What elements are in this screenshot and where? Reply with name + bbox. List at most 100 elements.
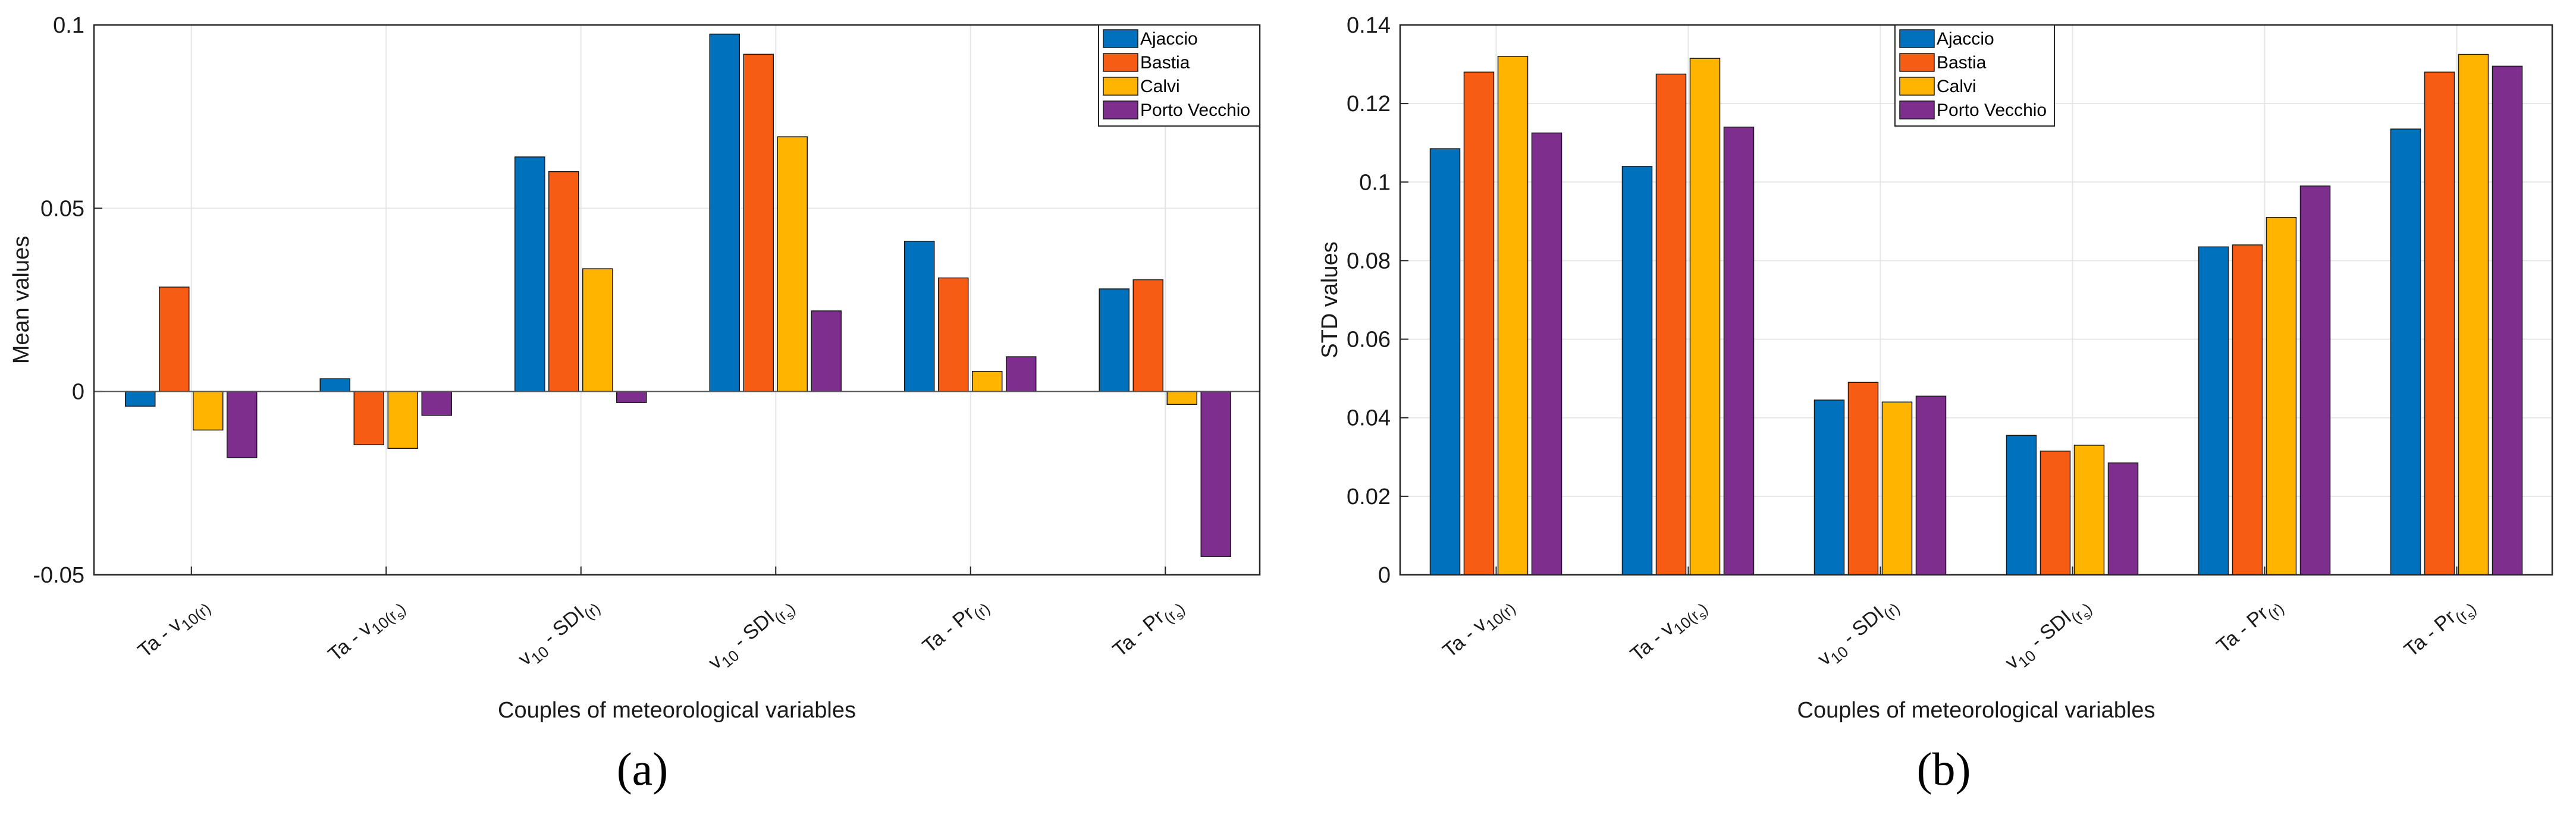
legend-swatch	[1103, 53, 1138, 72]
bar-calvi	[777, 136, 808, 392]
category-label-part: Ta - Pr	[1109, 606, 1169, 661]
bar-ajaccio	[709, 33, 740, 392]
x-category-label: Ta - Pr(r)	[2213, 592, 2288, 661]
bar-ajaccio	[125, 391, 156, 407]
x-axis-label: Couples of meteorological variables	[1797, 698, 2155, 723]
bar-bastia	[1655, 73, 1687, 575]
x-axis-label: Couples of meteorological variables	[498, 698, 856, 723]
legend-entry: Ajaccio	[1140, 29, 1198, 49]
y-axis-label: Mean values	[9, 236, 34, 364]
bar-porto-vecchio	[1915, 395, 1947, 575]
y-tick-label: -0.05	[33, 563, 84, 588]
bar-porto-vecchio	[1723, 127, 1755, 575]
bar-bastia	[2232, 244, 2263, 575]
bar-porto-vecchio	[2299, 185, 2331, 575]
legend-swatch	[1103, 29, 1138, 48]
x-category-label: Ta - Pr(rs)	[1109, 592, 1191, 668]
legend-entry: Ajaccio	[1937, 29, 1994, 49]
bar-porto-vecchio	[1006, 356, 1037, 392]
category-label-part: Ta - Pr	[918, 602, 978, 657]
y-tick-label: 0.12	[1347, 92, 1391, 117]
y-axis-label: STD values	[1317, 241, 1342, 358]
legend-entry: Porto Vecchio	[1140, 100, 1250, 120]
legend-entry: Bastia	[1140, 53, 1190, 73]
legend-entry: Calvi	[1140, 77, 1180, 96]
bar-calvi	[972, 371, 1003, 392]
y-tick-label: 0.1	[1359, 170, 1391, 195]
legend-swatch	[1899, 100, 1935, 119]
legend: Ajaccio Bastia Calvi Porto Vecchio	[1894, 24, 2055, 127]
legend-swatch	[1103, 77, 1138, 96]
legend-entry: Calvi	[1937, 77, 1976, 96]
x-category-label: v10 - SDI(r)	[514, 592, 604, 674]
bar-porto-vecchio	[421, 391, 452, 416]
y-tick-label: 0.06	[1347, 328, 1391, 353]
legend-swatch	[1899, 77, 1935, 96]
bar-calvi	[1166, 391, 1197, 405]
legend-swatch	[1103, 100, 1138, 119]
legend-entry: Bastia	[1937, 53, 1987, 73]
y-tick-label: 0.14	[1347, 13, 1391, 38]
bar-calvi	[1881, 401, 1913, 575]
x-category-label: Ta - v10(rs)	[1626, 592, 1714, 672]
bar-calvi	[2458, 54, 2489, 575]
bar-bastia	[548, 171, 579, 392]
bar-ajaccio	[2390, 128, 2421, 575]
bar-bastia	[743, 54, 774, 392]
chart-b-std-values: 0 0.02 0.04 0.06 0.08 0.1 0.12 0.14 Ta - v10(r) T…	[1317, 13, 2553, 795]
bar-porto-vecchio	[616, 391, 647, 403]
chart-a-mean-values: -0.05 0 0.05 0.1 Ta - v10(r) Ta - v10(rs) v10 …	[9, 13, 1261, 795]
bar-bastia	[1463, 71, 1495, 575]
bar-ajaccio	[2198, 246, 2229, 575]
bar-bastia	[938, 277, 969, 392]
bar-ajaccio	[2006, 435, 2037, 575]
bar-ajaccio	[1429, 148, 1461, 575]
bar-calvi	[2073, 445, 2105, 575]
y-tick-label: 0.02	[1347, 484, 1391, 509]
x-category-label: Ta - v10(r)	[1438, 592, 1518, 666]
bar-ajaccio	[319, 378, 350, 392]
bar-calvi	[2266, 217, 2297, 575]
bar-ajaccio	[1099, 288, 1129, 392]
bar-calvi	[582, 268, 613, 392]
category-label-part: Ta - Pr	[2400, 606, 2460, 661]
bar-ajaccio	[904, 241, 935, 392]
x-category-label: Ta - v10(r)	[134, 592, 214, 666]
x-category-label: v10 - SDI(rs)	[704, 592, 801, 680]
bar-ajaccio	[514, 156, 545, 392]
bar-bastia	[2040, 451, 2071, 575]
bar-bastia	[2424, 71, 2455, 575]
x-category-label: v10 - SDI(rs)	[2001, 592, 2098, 680]
y-tick-label: 0.08	[1347, 248, 1391, 273]
category-label-part: Ta - Pr	[2213, 602, 2273, 657]
bar-porto-vecchio	[811, 310, 842, 392]
y-tick-label: 0.1	[53, 13, 84, 38]
plot-area	[94, 25, 1260, 575]
bar-ajaccio	[1813, 399, 1845, 575]
bar-porto-vecchio	[1200, 391, 1231, 557]
bar-porto-vecchio	[2107, 462, 2139, 575]
bar-bastia	[1847, 382, 1879, 575]
x-category-label: Ta - v10(rs)	[324, 592, 412, 672]
y-tick-label: 0	[72, 380, 84, 405]
legend: Ajaccio Bastia Calvi Porto Vecchio	[1098, 24, 1260, 127]
bar-calvi	[1689, 58, 1721, 575]
legend-swatch	[1899, 53, 1935, 72]
y-tick-label: 0.05	[40, 196, 84, 221]
y-tick-label: 0	[1378, 563, 1391, 588]
legend-entry: Porto Vecchio	[1937, 100, 2047, 120]
bar-porto-vecchio	[227, 391, 258, 458]
x-category-label: Ta - Pr(r)	[918, 592, 993, 661]
x-category-label: Ta - Pr(rs)	[2400, 592, 2482, 668]
y-tick-label: 0.04	[1347, 406, 1391, 431]
axes-box	[93, 24, 1261, 576]
bar-calvi	[387, 391, 418, 449]
bar-porto-vecchio	[2492, 65, 2523, 575]
panel-label: (b)	[1917, 743, 1971, 795]
bar-ajaccio	[1621, 166, 1653, 575]
bar-bastia	[1132, 279, 1163, 392]
bar-bastia	[353, 391, 384, 445]
panel-label: (a)	[617, 743, 669, 795]
bar-calvi	[1497, 56, 1529, 575]
